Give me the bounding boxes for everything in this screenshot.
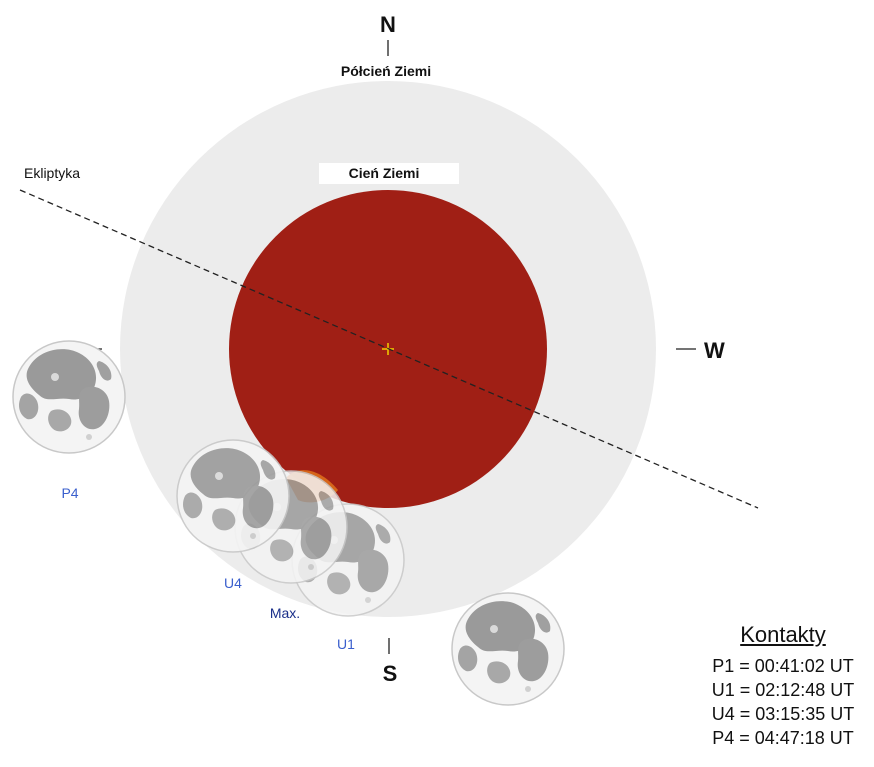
moon-p4 (12, 340, 126, 454)
umbra-label-box (319, 163, 459, 184)
moon-label-max: Max. (270, 605, 300, 621)
moon-u4 (176, 439, 290, 553)
contacts-title: Kontakty (740, 622, 826, 647)
moon-label-p4: P4 (61, 485, 78, 501)
contacts-panel: Kontakty P1 = 00:41:02 UT U1 = 02:12:48 … (698, 622, 868, 750)
ecliptic-line (19, 189, 759, 509)
contact-u4: U4 = 03:15:35 UT (711, 704, 855, 724)
penumbra-label: Półcień Ziemi (341, 63, 431, 79)
moon-label-u1: U1 (337, 636, 355, 652)
moon-label-u4: U4 (224, 575, 242, 591)
north-label: N (380, 12, 396, 37)
contact-p4: P4 = 04:47:18 UT (712, 728, 854, 748)
umbra-label: Cień Ziemi (349, 165, 420, 181)
south-label: S (383, 661, 398, 686)
contact-u1: U1 = 02:12:48 UT (711, 680, 855, 700)
ecliptic-label: Ekliptyka (24, 165, 80, 181)
west-label: W (704, 338, 725, 363)
contact-p1: P1 = 00:41:02 UT (712, 656, 854, 676)
moon-p1 (451, 592, 565, 706)
